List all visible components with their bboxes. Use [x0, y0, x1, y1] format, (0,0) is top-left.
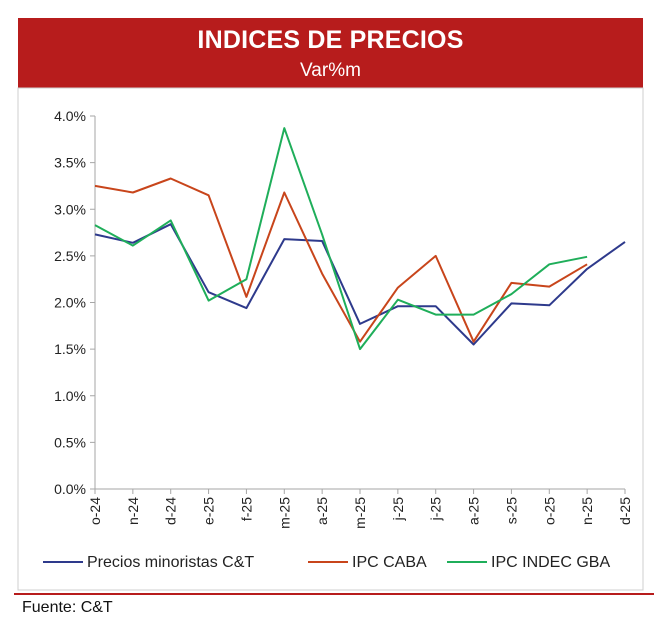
chart-subtitle: Var%m — [300, 60, 361, 81]
chart-title: INDICES DE PRECIOS — [197, 26, 464, 54]
y-tick-label: 2.5% — [54, 248, 86, 264]
chart-header: INDICES DE PRECIOS Var%m — [18, 18, 643, 88]
y-tick-label: 0.5% — [54, 434, 86, 450]
x-tick-label: s-25 — [503, 497, 519, 524]
chart-frame — [17, 87, 644, 591]
legend-label-1: IPC CABA — [352, 554, 427, 571]
legend-label-0: Precios minoristas C&T — [87, 554, 254, 571]
y-tick-label: 3.0% — [54, 201, 86, 217]
series-line-0 — [94, 223, 626, 346]
y-tick-label: 3.5% — [54, 155, 86, 171]
x-tick-label: d-25 — [617, 497, 633, 525]
x-tick-label: a-25 — [466, 497, 482, 525]
x-tick-label: m-25 — [276, 497, 292, 529]
series-line-1 — [94, 177, 588, 343]
x-tick-label: n-25 — [579, 497, 595, 525]
x-tick-label: j-25 — [428, 497, 444, 522]
x-tick-label: j-25 — [390, 497, 406, 522]
x-tick-label: n-24 — [125, 497, 141, 525]
y-tick-label: 1.5% — [54, 341, 86, 357]
x-tick-label: a-25 — [314, 497, 330, 525]
x-tick-label: m-25 — [352, 497, 368, 529]
y-tick-label: 2.0% — [54, 295, 86, 311]
series-line-2 — [94, 127, 588, 351]
y-tick-label: 4.0% — [54, 108, 86, 124]
y-tick-label: 0.0% — [54, 481, 86, 497]
x-tick-label: o-24 — [87, 497, 103, 525]
x-tick-label: d-24 — [163, 497, 179, 525]
x-tick-label: e-25 — [201, 497, 217, 525]
bottom-rule — [14, 593, 654, 595]
y-tick-label: 1.0% — [54, 388, 86, 404]
x-tick-label: o-25 — [541, 497, 557, 525]
source-note: Fuente: C&T — [22, 599, 113, 616]
legend-label-2: IPC INDEC GBA — [491, 554, 610, 571]
x-tick-label: f-25 — [238, 497, 254, 521]
